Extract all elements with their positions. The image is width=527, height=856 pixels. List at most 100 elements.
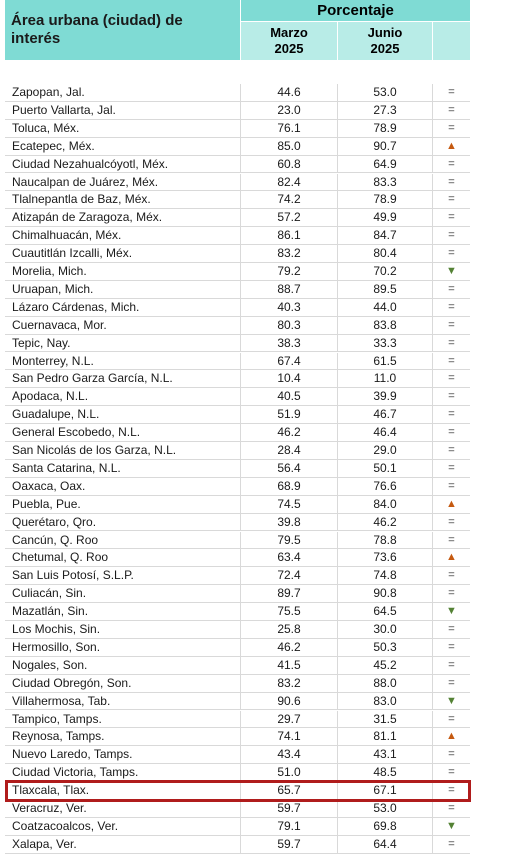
june-value: 89.5 (337, 280, 432, 298)
trend: = (432, 173, 470, 191)
june-value: 80.4 (337, 245, 432, 262)
city: Nogales, Son. (12, 657, 88, 672)
march-value: 51.9 (240, 406, 337, 424)
table-row: Apodaca, N.L. 40.5 39.9 = (5, 388, 470, 407)
june-value: 83.8 (337, 316, 432, 334)
june-value: 50.1 (337, 459, 432, 477)
table-row: Guadalupe, N.L. 51.9 46.7 = (5, 406, 470, 425)
city: Chetumal, Q. Roo (12, 550, 109, 565)
june-value: 73.6 (337, 549, 432, 567)
city: San Pedro Garza García, N.L. (12, 371, 173, 386)
table-row: Nogales, Son. 41.5 45.2 = (5, 656, 470, 675)
june-value: 64.5 (337, 603, 432, 620)
march-value: 44.6 (240, 84, 337, 101)
june-value: 81.1 (337, 728, 432, 746)
june-value: 46.7 (337, 406, 432, 424)
trend: = (432, 674, 470, 692)
city: Hermosillo, Son. (12, 639, 101, 654)
trend: = (432, 764, 470, 782)
city: Apodaca, N.L. (12, 389, 89, 404)
city: Chimalhuacán, Méx. (12, 228, 122, 243)
march-value: 41.5 (240, 656, 337, 674)
trend: = (432, 388, 470, 406)
city: Culiacán, Sin. (12, 586, 87, 601)
trend: = (432, 585, 470, 603)
trend: ▲ (432, 549, 470, 567)
june-value: 39.9 (337, 388, 432, 406)
city: Ciudad Nezahualcóyotl, Méx. (12, 156, 169, 171)
june-value: 61.5 (337, 352, 432, 370)
march-value: 65.7 (240, 782, 337, 799)
city: Ecatepec, Méx. (12, 138, 95, 153)
header-col2: Junio 2025 (337, 22, 432, 60)
march-value: 83.2 (240, 245, 337, 262)
table-row: Cuautitlán Izcalli, Méx. 83.2 80.4 = (5, 245, 470, 263)
table-row: Villahermosa, Tab. 90.6 83.0 ▼ (5, 692, 470, 711)
march-value: 29.7 (240, 710, 337, 728)
june-value: 90.7 (337, 137, 432, 155)
june-value: 88.0 (337, 674, 432, 692)
june-value: 83.3 (337, 173, 432, 191)
city: Reynosa, Tamps. (12, 729, 105, 744)
march-value: 25.8 (240, 621, 337, 638)
trend: = (432, 782, 470, 799)
march-value: 74.1 (240, 728, 337, 746)
trend: = (432, 209, 470, 227)
city: Cuautitlán Izcalli, Méx. (12, 246, 133, 261)
june-value: 53.0 (337, 800, 432, 817)
table-row: Cuernavaca, Mor. 80.3 83.8 = (5, 316, 470, 335)
trend: ▼ (432, 263, 470, 280)
trend: = (432, 459, 470, 477)
june-value: 50.3 (337, 638, 432, 656)
march-value: 79.2 (240, 263, 337, 280)
city: Ciudad Obregón, Son. (12, 675, 132, 690)
june-value: 84.0 (337, 495, 432, 513)
city: Tlaxcala, Tlax. (12, 783, 90, 798)
june-value: 29.0 (337, 442, 432, 459)
city: Ciudad Victoria, Tamps. (12, 765, 139, 780)
june-value: 74.8 (337, 567, 432, 585)
march-value: 56.4 (240, 459, 337, 477)
city: Toluca, Méx. (12, 120, 80, 135)
june-value: 84.7 (337, 227, 432, 245)
trend: = (432, 298, 470, 316)
table-row: Oaxaca, Oax. 68.9 76.6 = (5, 477, 470, 496)
trend: = (432, 119, 470, 137)
table-row: Tampico, Tamps. 29.7 31.5 = (5, 710, 470, 729)
june-value: 49.9 (337, 209, 432, 227)
trend: = (432, 352, 470, 370)
city: Veracruz, Ver. (12, 801, 87, 815)
city: Uruapan, Mich. (12, 281, 94, 296)
city: General Escobedo, N.L. (12, 425, 141, 440)
table-row: Reynosa, Tamps. 74.1 81.1 ▲ (5, 728, 470, 747)
table-row: Tepic, Nay. 38.3 33.3 = (5, 334, 470, 353)
city: Guadalupe, N.L. (12, 407, 100, 422)
header-area: Área urbana (ciudad) de interés (5, 0, 240, 60)
trend: ▲ (432, 728, 470, 746)
march-value: 51.0 (240, 764, 337, 782)
trend: = (432, 424, 470, 441)
june-value: 69.8 (337, 817, 432, 835)
june-value: 67.1 (337, 782, 432, 799)
city: Nuevo Laredo, Tamps. (12, 747, 133, 762)
june-value: 46.2 (337, 513, 432, 531)
trend: = (432, 245, 470, 262)
table-row: Mazatlán, Sin. 75.5 64.5 ▼ (5, 603, 470, 621)
table-row: Uruapan, Mich. 88.7 89.5 = (5, 280, 470, 299)
june-value: 90.8 (337, 585, 432, 603)
march-value: 63.4 (240, 549, 337, 567)
city: Tepic, Nay. (12, 335, 71, 350)
table-row: Toluca, Méx. 76.1 78.9 = (5, 119, 470, 138)
city: Morelia, Mich. (12, 264, 87, 278)
march-value: 85.0 (240, 137, 337, 155)
trend: ▲ (432, 495, 470, 513)
march-value: 83.2 (240, 674, 337, 692)
header-col3 (432, 22, 470, 60)
table-row: Santa Catarina, N.L. 56.4 50.1 = (5, 459, 470, 478)
march-value: 89.7 (240, 585, 337, 603)
june-value: 46.4 (337, 424, 432, 441)
march-value: 38.3 (240, 334, 337, 352)
trend: = (432, 656, 470, 674)
june-value: 27.3 (337, 101, 432, 119)
table-row: Tlalnepantla de Baz, Méx. 74.2 78.9 = (5, 191, 470, 210)
